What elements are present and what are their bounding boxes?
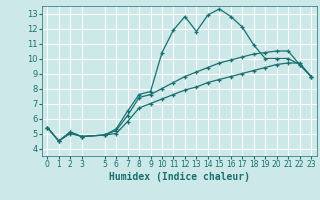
X-axis label: Humidex (Indice chaleur): Humidex (Indice chaleur) [109,172,250,182]
